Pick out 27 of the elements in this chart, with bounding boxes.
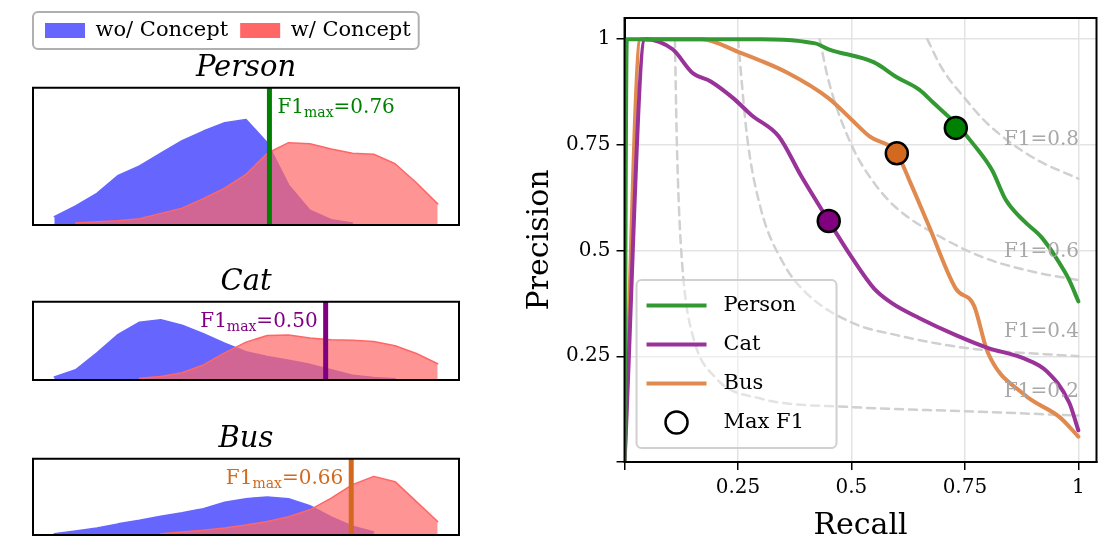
y-axis-title: Precision: [519, 169, 555, 311]
point: [943, 115, 969, 141]
annotation: F1=0.8: [1003, 125, 1080, 150]
x-tick-label: 0.5: [835, 474, 868, 499]
point: [884, 141, 910, 166]
y-tick-label: 1: [597, 25, 611, 50]
y-tick-label: 0.5: [578, 236, 611, 261]
annotation: F1=0.4: [1003, 317, 1080, 342]
chart-title: Person: [194, 48, 297, 83]
legend-label: Person: [723, 291, 797, 316]
chart-title: Bus: [217, 419, 274, 454]
x-tick-label: 0.75: [942, 474, 988, 499]
y-tick-label: 0.75: [566, 131, 611, 156]
line-series: [624, 37, 1081, 462]
y-tick-label: 0.25: [566, 342, 611, 367]
legend-label: wo/ Concept: [95, 16, 229, 41]
legend-label: Max F1: [723, 408, 805, 433]
chart-title: Cat: [220, 262, 272, 297]
legend-label: Cat: [723, 330, 762, 355]
x-tick-label: 1: [1071, 474, 1085, 499]
legend-label: w/ Concept: [290, 16, 412, 41]
x-tick-label: 0.25: [715, 474, 761, 499]
legend-label: Bus: [723, 369, 764, 394]
line-series: [818, 37, 1080, 282]
point: [816, 208, 841, 234]
line-series: [925, 37, 1080, 180]
x-axis-title: Recall: [813, 505, 908, 541]
